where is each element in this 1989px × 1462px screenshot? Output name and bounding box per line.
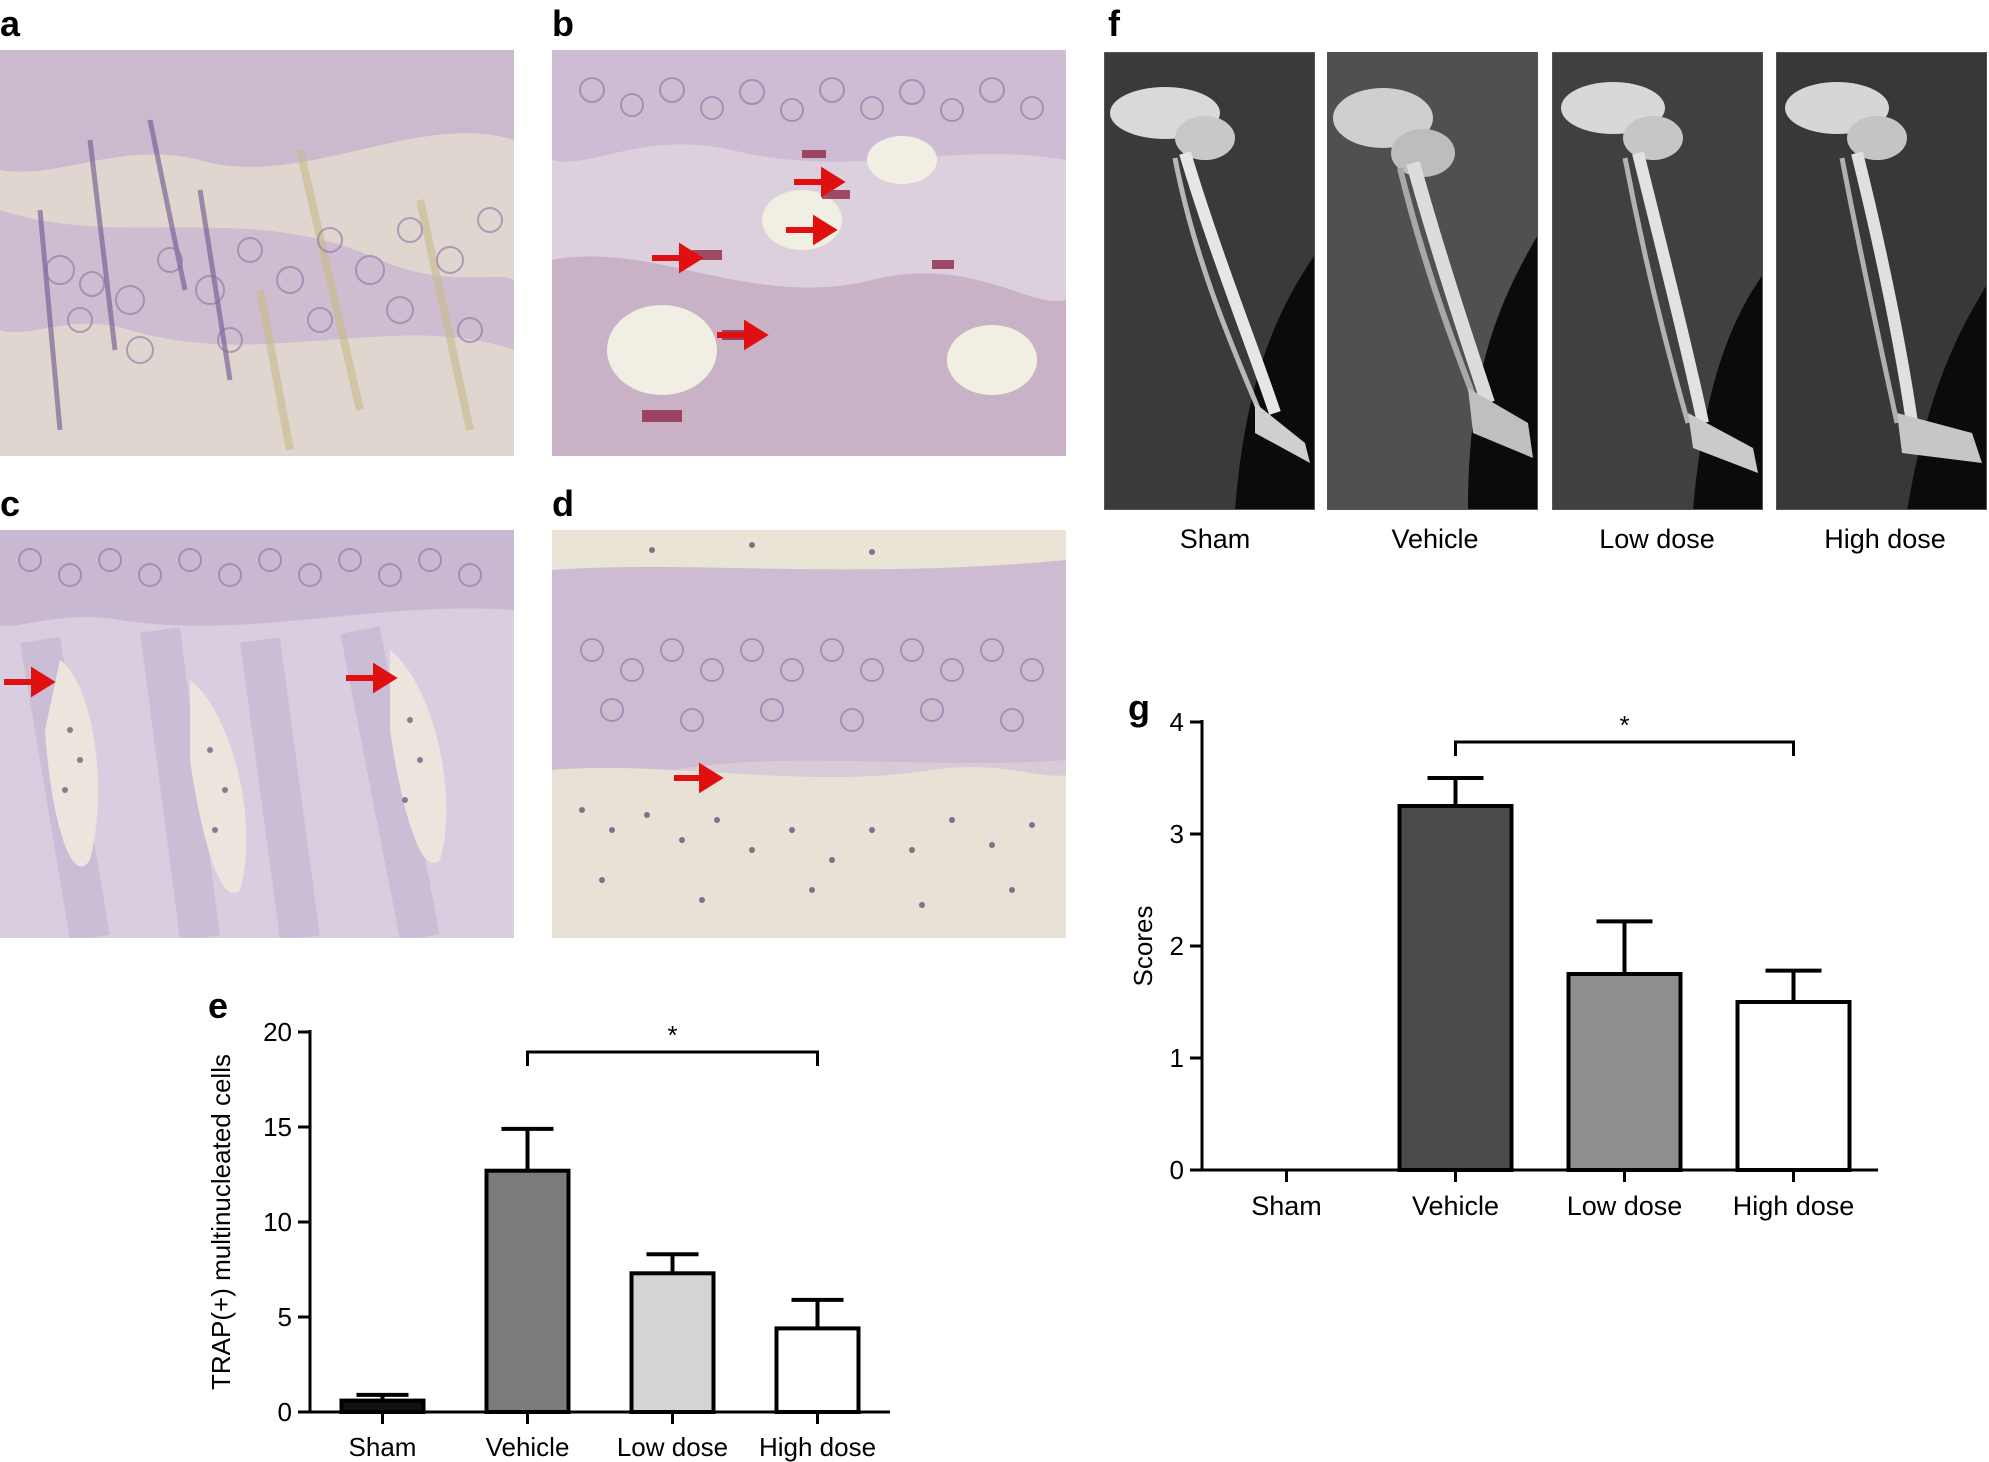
micrograph-b xyxy=(552,50,1066,456)
xray-sham-image xyxy=(1105,53,1314,509)
xray-caption-vehicle: Vehicle xyxy=(1391,524,1479,554)
y-axis-label: Scores xyxy=(1128,906,1158,987)
bar-low-dose xyxy=(629,1271,716,1414)
xray-caption-sham: Sham xyxy=(1179,524,1251,554)
y-axis-label: TRAP(+) multinucleated cells xyxy=(206,1054,236,1390)
xray-vehicle xyxy=(1327,52,1538,510)
panel-label-c: c xyxy=(0,483,21,524)
xray-high-dose-image xyxy=(1777,53,1986,509)
micrograph-d-image xyxy=(552,530,1066,938)
xray-high-dose xyxy=(1776,52,1987,510)
y-tick-label: 5 xyxy=(278,1302,292,1332)
bar-high-dose xyxy=(1735,1000,1852,1172)
xray-sham xyxy=(1104,52,1315,510)
y-tick-label: 10 xyxy=(263,1207,292,1237)
x-category-label: Vehicle xyxy=(1412,1191,1499,1221)
y-tick-label: 15 xyxy=(263,1112,292,1142)
x-category-label: High dose xyxy=(1733,1191,1855,1221)
significance-star: * xyxy=(667,1020,677,1050)
bar-low-dose xyxy=(1566,972,1683,1172)
panel-label-b: b xyxy=(552,3,574,44)
micrograph-d xyxy=(552,530,1066,938)
xray-caption-high-dose: High dose xyxy=(1824,524,1946,554)
significance-bracket xyxy=(1454,740,1795,756)
x-category-label: Vehicle xyxy=(486,1432,570,1462)
bar-vehicle xyxy=(1397,804,1514,1172)
y-tick-label: 2 xyxy=(1170,931,1184,961)
y-tick-label: 3 xyxy=(1170,819,1184,849)
y-tick-label: 0 xyxy=(1170,1155,1184,1185)
bar-high-dose xyxy=(774,1326,861,1414)
xray-vehicle-image xyxy=(1328,53,1537,509)
significance-bracket xyxy=(526,1050,819,1066)
x-category-label: Low dose xyxy=(617,1432,728,1462)
panel-label-a: a xyxy=(0,3,21,44)
micrograph-b-image xyxy=(552,50,1066,456)
y-tick-label: 1 xyxy=(1170,1043,1184,1073)
y-tick-label: 4 xyxy=(1170,707,1184,737)
micrograph-c xyxy=(0,530,514,938)
xray-low-dose-image xyxy=(1553,53,1762,509)
panel-label-f: f xyxy=(1108,3,1120,44)
panel-label-g: g xyxy=(1128,687,1150,728)
micrograph-c-image xyxy=(0,530,514,938)
chart-g: 0 1 2 3 4 Sham Vehicle Low dose High dose Scores * xyxy=(1128,707,1878,1221)
bar-sham xyxy=(339,1398,426,1415)
xray-low-dose xyxy=(1552,52,1763,510)
x-category-label: Low dose xyxy=(1567,1191,1683,1221)
y-tick-label: 0 xyxy=(278,1397,292,1427)
y-tick-label: 20 xyxy=(263,1017,292,1047)
x-category-label: Sham xyxy=(349,1432,417,1462)
x-category-label: High dose xyxy=(759,1432,876,1462)
bar-vehicle xyxy=(484,1168,571,1414)
micrograph-a xyxy=(0,50,514,456)
x-category-label: Sham xyxy=(1251,1191,1322,1221)
xray-caption-low-dose: Low dose xyxy=(1599,524,1715,554)
micrograph-a-image xyxy=(0,50,514,456)
panel-label-e: e xyxy=(208,985,229,1026)
chart-e: 0 5 10 15 20 Sham Vehicle Low dose High dose TRAP… xyxy=(206,1017,890,1462)
significance-star: * xyxy=(1619,710,1629,740)
panel-label-d: d xyxy=(552,483,574,524)
